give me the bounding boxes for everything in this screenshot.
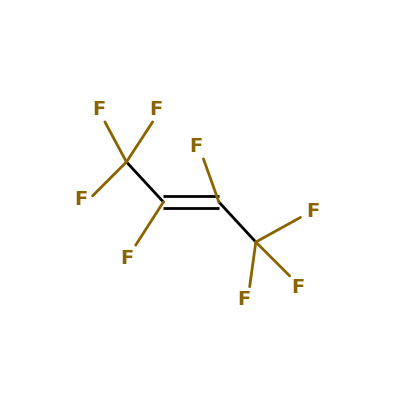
Text: F: F [92,100,105,119]
Text: F: F [120,248,133,268]
Text: F: F [149,100,162,119]
Text: F: F [189,137,202,156]
Text: F: F [74,190,88,209]
Text: F: F [237,290,250,308]
Text: F: F [291,278,304,297]
Text: F: F [306,202,320,221]
